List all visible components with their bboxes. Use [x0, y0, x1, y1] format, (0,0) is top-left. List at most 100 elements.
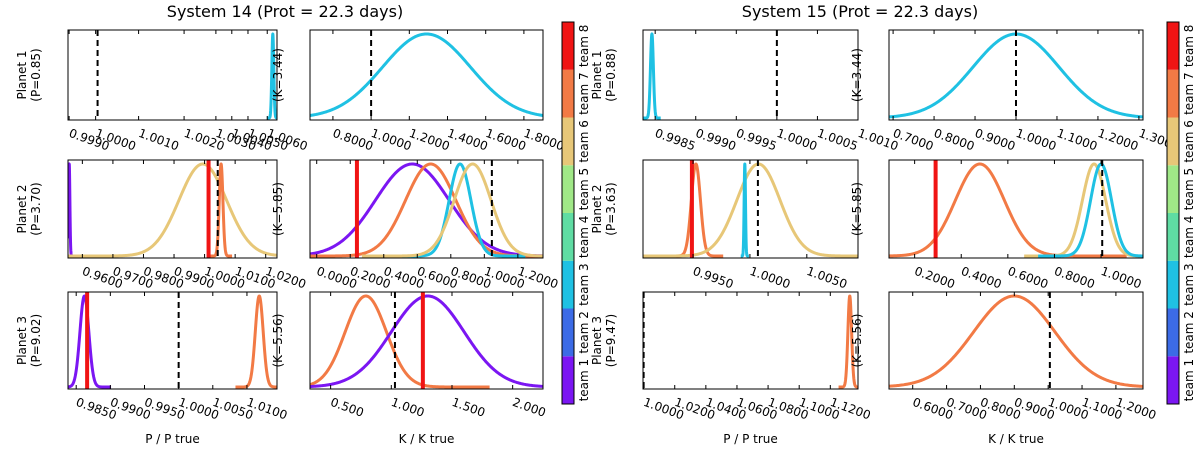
colorbar-label-team-5: team 5 — [577, 168, 591, 211]
tick-label: 0.500 — [329, 395, 366, 420]
xlabel-K: K / K true — [399, 432, 455, 446]
axes-frame — [642, 159, 859, 259]
tick-label: 0.9990 — [694, 126, 738, 154]
param-label: (P=0.88) — [604, 48, 618, 101]
colorbar-swatch-team-5 — [562, 165, 574, 213]
tick-label: 0.8000 — [932, 126, 976, 154]
colorbar-swatch-team-8 — [562, 22, 574, 70]
param-label: (P=3.70) — [29, 182, 43, 235]
colorbar-frame — [561, 21, 575, 405]
axes-frame — [67, 29, 278, 121]
tick-label: 1.4000 — [445, 126, 489, 154]
colorbar-label-team-5: team 5 — [1182, 168, 1196, 211]
tick-label: 1.0000 — [369, 126, 413, 154]
curve-team-6 — [68, 162, 277, 258]
tick-label: 0.7000 — [891, 126, 935, 154]
tick-label: 2.000 — [511, 395, 548, 420]
planet-label: Planet 1 — [15, 50, 29, 99]
colorbar-swatch-team-5 — [1167, 165, 1179, 213]
colorbar-swatch-team-1 — [562, 356, 574, 404]
colorbar-label-team-8: team 8 — [1182, 25, 1196, 68]
planet-label: Planet 3 — [15, 316, 29, 365]
tick-label: 1.000 — [389, 395, 426, 420]
colorbar-swatch-team-4 — [1167, 213, 1179, 261]
system-15-title: System 15 (Prot = 22.3 days) — [742, 2, 978, 21]
xlabel-P: P / P true — [145, 432, 200, 446]
colorbar-label-team-2: team 2 — [577, 311, 591, 354]
tick-label: 0.8000 — [1052, 264, 1096, 292]
tick-label: 1.0050 — [805, 264, 849, 292]
tick-label: 1.0000 — [775, 126, 819, 154]
axes-frame — [888, 291, 1144, 390]
colorbar-label-team-3: team 3 — [577, 263, 591, 306]
plot-area — [68, 292, 277, 389]
tick-label: 1.0005 — [815, 126, 859, 154]
planet-label: Planet 2 — [15, 184, 29, 233]
axes-frame — [888, 159, 1144, 259]
panel-s1-P-1: 0.9950 1.0000 1.0050 Planet 2 (P=3.63) — [590, 159, 859, 292]
curve-team-7 — [889, 294, 1143, 388]
curve-team-6 — [361, 162, 543, 258]
panel-s0-K-1: 0.00000.20000.40000.60000.80001.00001.20… — [271, 159, 560, 291]
colorbar-label-team-8: team 8 — [577, 25, 591, 68]
plot-area — [643, 160, 858, 258]
param-label: (K=3.44) — [271, 48, 285, 102]
tick-label: 1.0000 — [1099, 264, 1143, 292]
plot-area — [68, 160, 277, 258]
tick-label: 0.9985 — [653, 126, 697, 154]
curve-team-3 — [739, 162, 751, 258]
axes-frame — [309, 159, 544, 259]
curve-team-7 — [310, 294, 491, 389]
axes-frame — [67, 291, 278, 390]
curve-team-3 — [265, 32, 277, 120]
colorbar-label-team-4: team 4 — [577, 216, 591, 259]
panel-s0-K-2: 0.500 1.000 1.500 2.000 (K=5.56) — [271, 291, 548, 420]
plot-area — [96, 30, 277, 120]
param-label: (P=9.47) — [604, 314, 618, 367]
tick-label: 0.2000 — [913, 264, 957, 292]
curve-team-1 — [310, 162, 543, 258]
curve-team-3 — [310, 32, 543, 117]
panel-s1-K-2: 0.60000.70000.80000.90001.00001.10001.20… — [850, 291, 1158, 422]
colorbar-swatch-team-1 — [1167, 356, 1179, 404]
colorbar-label-team-1: team 1 — [577, 359, 591, 402]
axes-frame — [642, 291, 859, 390]
param-label: (K=5.56) — [271, 313, 285, 367]
plot-area — [310, 292, 543, 389]
tick-label: 1.0000 — [1014, 126, 1058, 154]
colorbar-1: team 1 team 2 team 3 team 4 team 5 team 6 team… — [1166, 21, 1196, 405]
xlabel-P: P / P true — [723, 432, 778, 446]
curve-team-3 — [643, 32, 663, 120]
param-label: (P=9.02) — [29, 314, 43, 367]
param-label: (P=0.85) — [29, 48, 43, 101]
param-label: (K=5.56) — [850, 313, 864, 367]
colorbar-label-team-6: team 6 — [1182, 120, 1196, 163]
curve-team-7 — [837, 294, 858, 389]
colorbar-swatch-team-3 — [562, 260, 574, 309]
plot-area — [889, 292, 1143, 389]
plot-area — [310, 160, 543, 258]
colorbar-label-team-3: team 3 — [1182, 263, 1196, 306]
tick-label: 0.9995 — [734, 126, 778, 154]
axes-frame — [309, 291, 544, 390]
curve-team-1 — [310, 294, 543, 389]
curve-team-7 — [889, 162, 1128, 258]
tick-label: 1.0000 — [748, 264, 792, 292]
colorbar-frame — [1166, 21, 1180, 405]
param-label: (K=5.85) — [850, 182, 864, 236]
tick-label: 1.2000 — [407, 126, 451, 154]
colorbar-label-team-4: team 4 — [1182, 216, 1196, 259]
plot-area — [889, 30, 1143, 120]
planet-label: Planet 2 — [590, 184, 604, 233]
colorbar-swatch-team-6 — [562, 117, 574, 166]
tick-label: 0.9950 — [691, 264, 735, 292]
panel-s1-K-0: 0.70000.80000.90001.00001.10001.20001.30… — [850, 29, 1181, 154]
param-label: (K=5.85) — [271, 182, 285, 236]
axes-frame — [642, 29, 859, 121]
panel-s1-P-2: 1.00001.02001.04001.06001.08001.10001.12… — [590, 291, 873, 422]
colorbar-swatch-team-8 — [1167, 22, 1179, 70]
tick-label: 1.0010 — [137, 126, 181, 154]
